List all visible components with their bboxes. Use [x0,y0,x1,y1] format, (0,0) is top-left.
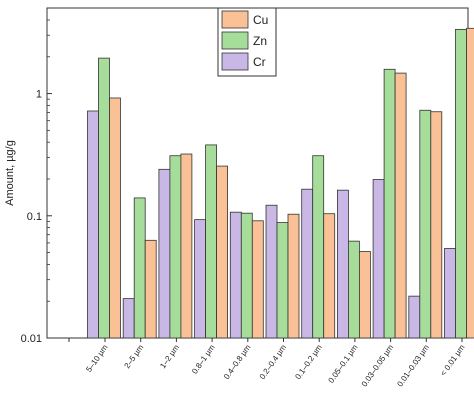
x-tick-label: 0.1–0.2 µm [293,343,324,381]
bar-zn [276,222,289,339]
bar-zn [169,155,182,339]
x-tick-label: 0.4–0.8 µm [222,343,253,381]
x-tick-label: 2–5 µm [123,343,146,370]
legend: Cu Zn Cr [217,7,277,77]
y-tick-label: 1 [36,89,42,101]
bar-cu [358,251,371,339]
bars [87,27,474,339]
x-tick-label: 1–2 µm [158,343,181,370]
bar-cu [430,111,443,339]
bar-cr [301,188,314,339]
legend-swatch-cr [221,52,249,71]
y-tick-label: 0.1 [27,211,42,223]
bar-cr [229,211,242,339]
bar-zn [98,57,110,339]
y-axis-title: Amount, µg/g [4,140,16,206]
bar-zn [455,28,467,339]
bar-cu [287,213,300,339]
bar-cr [265,204,278,339]
bar-cu [216,165,229,339]
legend-label-zn: Zn [253,34,267,48]
legend-swatch-zn [221,31,249,50]
bar-cu [251,220,264,339]
bar-zn [383,68,396,339]
bar-zn [347,240,360,339]
x-tick-label: 0.01–0.03 µm [395,343,431,389]
bar-cr [408,295,421,339]
bar-cr [122,298,135,339]
bar-zn [205,144,218,339]
bar-zn [419,109,432,339]
bar-cr [444,248,456,339]
bar-cu [323,213,336,339]
x-tick-label: 0.2–0.4 µm [258,343,289,381]
legend-label-cr: Cr [253,55,266,69]
x-tick-label: 5–10 µm [84,343,110,374]
bar-cu [109,97,121,339]
x-tick-label: 0.05–0.1 µm [327,343,360,385]
bar-cu [394,72,407,339]
bar-cr [158,168,171,339]
bar-cu [144,239,157,339]
y-tick-label: 0.01 [21,333,42,345]
x-tick-label: 0.03–0.05 µm [360,343,396,389]
bar-cr [336,189,349,339]
bar-zn [133,197,146,339]
x-tick-label: 0.8–1 µm [190,343,217,376]
legend-swatch-cu [221,10,249,29]
bar-zn [240,212,253,339]
x-tick-label: < 0.01 µm [439,343,467,378]
bar-cr [372,179,385,339]
bar-zn [312,155,325,339]
bar-cr [87,110,99,339]
bar-cu [180,153,193,339]
legend-label-cu: Cu [253,13,268,27]
bar-cr [194,219,207,339]
bar-cu [466,27,474,339]
